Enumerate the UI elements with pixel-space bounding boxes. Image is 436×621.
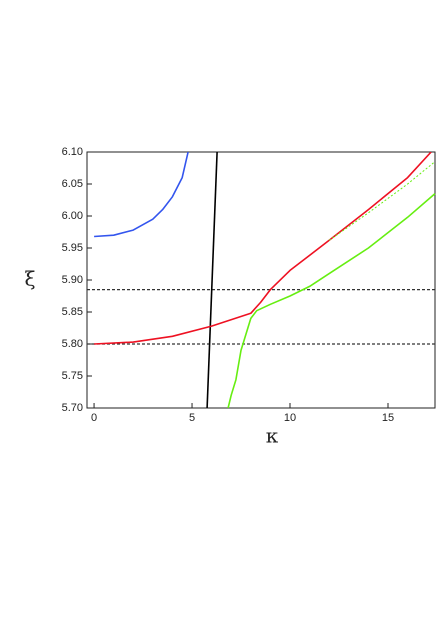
y-tick-label: 5.85: [62, 306, 83, 318]
y-tick-label: 5.95: [62, 242, 83, 254]
series-line: [94, 152, 432, 345]
y-tick-label: 5.80: [62, 338, 83, 350]
y-tick-label: 5.75: [62, 370, 83, 382]
y-tick-label: 6.00: [62, 210, 83, 222]
series-line: [227, 192, 436, 408]
y-tick-label: 6.10: [62, 146, 83, 158]
x-tick-label: 10: [284, 412, 296, 424]
x-tick-label: 15: [382, 412, 394, 424]
x-axis-label: κ: [266, 424, 279, 448]
plot-frame: [86, 151, 436, 409]
y-tick-label: 5.70: [62, 402, 83, 414]
x-tick-label: 0: [91, 412, 97, 424]
series-line: [94, 152, 189, 238]
series-line: [206, 152, 218, 408]
series-line: [328, 161, 436, 241]
x-tick-label: 5: [189, 412, 195, 424]
y-tick-label: 5.90: [62, 274, 83, 286]
y-tick-label: 6.05: [62, 178, 83, 190]
y-axis-label: ξ: [24, 267, 35, 291]
